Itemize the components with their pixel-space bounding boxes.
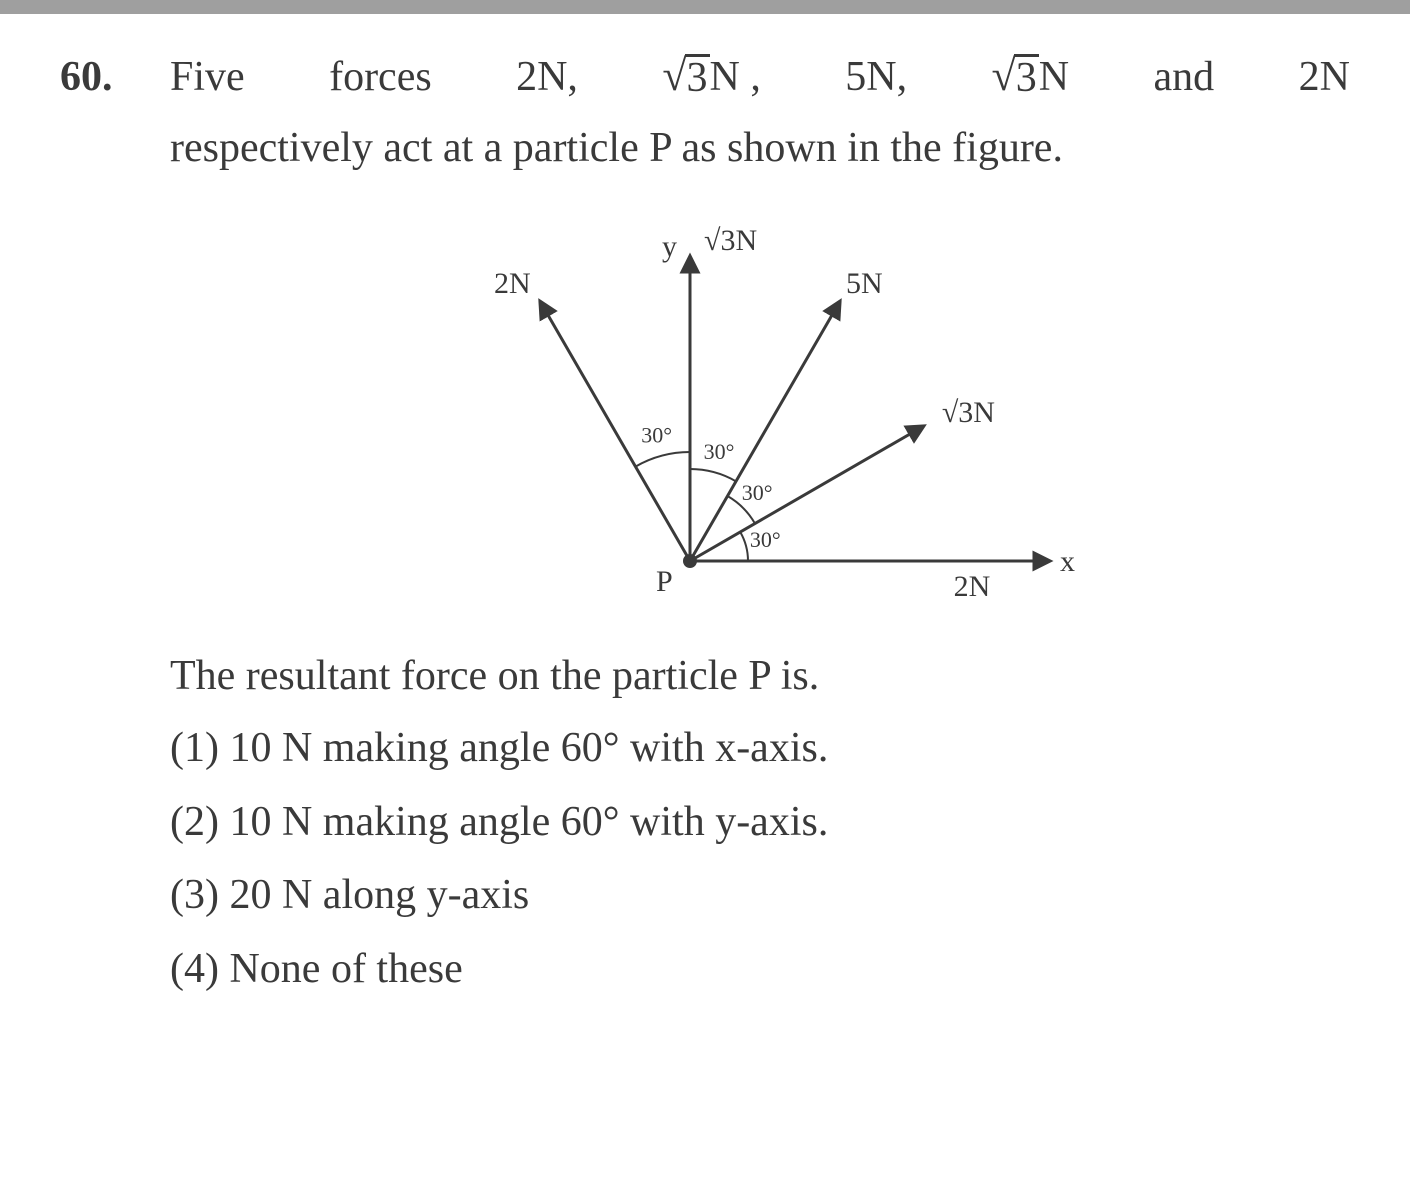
sqrt-3n: √3	[992, 54, 1039, 99]
option-3: (3) 20 N along y-axis	[170, 859, 1350, 933]
svg-text:30°: 30°	[704, 439, 735, 464]
svg-text:2N: 2N	[494, 267, 531, 300]
svg-text:x: x	[1060, 545, 1075, 578]
svg-text:5N: 5N	[846, 267, 883, 300]
figure-wrap: x 2N √3N 5N √3N y 2N P 30° 30° 30° 30°	[170, 191, 1350, 631]
word: and	[1154, 42, 1215, 113]
svg-text:√3N: √3N	[942, 396, 995, 429]
top-gray-bar	[0, 0, 1410, 14]
svg-text:y: y	[662, 230, 677, 263]
page: 60. Five forces 2N, √3N , 5N, √3N and 2N…	[0, 0, 1410, 1046]
question-block: 60. Five forces 2N, √3N , 5N, √3N and 2N…	[60, 42, 1350, 1006]
word: forces	[329, 42, 432, 113]
word: √3N ,	[662, 42, 761, 113]
word: 2N,	[516, 42, 578, 113]
word: Five	[170, 42, 245, 113]
svg-text:P: P	[656, 565, 673, 598]
svg-text:30°: 30°	[750, 527, 781, 552]
sqrt-3n: √3	[662, 54, 709, 99]
question-followup: The resultant force on the particle P is…	[170, 641, 1350, 712]
svg-text:√3N: √3N	[704, 224, 757, 257]
option-1: (1) 10 N making angle 60° with x-axis.	[170, 712, 1350, 786]
question-body: Five forces 2N, √3N , 5N, √3N and 2N res…	[170, 42, 1350, 1006]
svg-text:30°: 30°	[742, 480, 773, 505]
options-list: (1) 10 N making angle 60° with x-axis. (…	[170, 712, 1350, 1006]
svg-text:30°: 30°	[641, 422, 672, 447]
option-2: (2) 10 N making angle 60° with y-axis.	[170, 786, 1350, 860]
force-diagram: x 2N √3N 5N √3N y 2N P 30° 30° 30° 30°	[410, 191, 1110, 631]
option-4: (4) None of these	[170, 933, 1350, 1007]
question-line1: Five forces 2N, √3N , 5N, √3N and 2N	[170, 42, 1350, 113]
question-number: 60.	[60, 42, 170, 113]
word: 2N	[1299, 42, 1350, 113]
word: 5N,	[845, 42, 907, 113]
question-rest: respectively act at a particle P as show…	[170, 113, 1350, 184]
word: √3N	[992, 42, 1070, 113]
svg-text:2N: 2N	[954, 570, 991, 603]
